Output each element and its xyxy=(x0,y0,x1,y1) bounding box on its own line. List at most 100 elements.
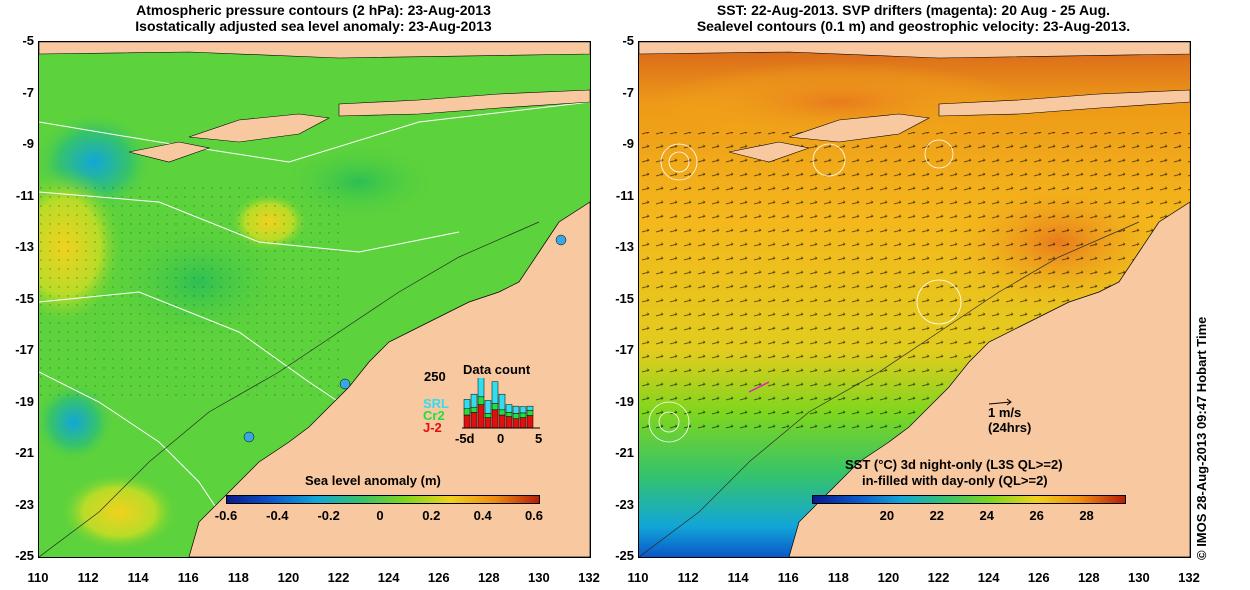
lon-tick-label: 112 xyxy=(677,570,699,585)
lon-tick-label: 126 xyxy=(427,570,450,585)
data-count-bar-j2 xyxy=(491,409,499,429)
data-count-bar-cr2 xyxy=(463,408,471,416)
lon-tick-label: 132 xyxy=(1178,570,1200,585)
data-count-bar-srl xyxy=(477,378,485,398)
scale-arrow-label: 1 m/s xyxy=(988,405,1022,420)
sst-island-chain xyxy=(938,89,1190,117)
data-count-bar-cr2 xyxy=(484,413,492,418)
sst-colorbar-label1: SST (°C) 3d night-only (L3S QL>=2) xyxy=(845,457,1063,472)
sla-colorbar-label: Sea level anomaly (m) xyxy=(305,473,441,488)
data-count-bar-srl xyxy=(463,399,471,410)
colorbar-tick-label: 0 xyxy=(376,508,384,523)
colorbar-tick-label: 20 xyxy=(879,508,895,523)
data-count-bar-j2 xyxy=(498,414,506,429)
lat-tick-label: -13 xyxy=(15,239,34,254)
data-count-bar-cr2 xyxy=(470,406,478,413)
lat-tick-label: -15 xyxy=(615,290,634,306)
data-count-bar-j2 xyxy=(526,415,534,429)
data-count-bar-cr2 xyxy=(505,412,513,417)
lat-tick-label: -11 xyxy=(15,187,34,203)
lon-tick-label: 120 xyxy=(877,570,900,585)
colorbar-tick-label: 0.6 xyxy=(524,508,544,523)
sla-colorbar xyxy=(226,495,540,504)
sla-map-panel xyxy=(38,41,591,558)
data-count-title: Data count xyxy=(463,362,531,377)
legend-cr2: Cr2 xyxy=(423,408,445,423)
data-count-bar-j2 xyxy=(512,418,520,429)
legend-j-2: J-2 xyxy=(423,420,442,435)
sst-island-north xyxy=(639,42,1190,59)
lon-tick-label: 110 xyxy=(27,570,49,585)
lon-tick-label: 118 xyxy=(827,570,849,585)
colorbar-tick-label: -0.2 xyxy=(317,508,340,523)
scale-arrow-sublabel: (24hrs) xyxy=(988,420,1032,435)
data-count-bar-srl xyxy=(505,404,513,413)
lon-tick-label: 126 xyxy=(1027,570,1050,585)
data-count-bar-srl xyxy=(512,405,520,414)
lon-tick-label: 114 xyxy=(127,570,149,585)
lon-tick-label: 112 xyxy=(77,570,99,585)
data-count-bar-srl xyxy=(526,405,534,411)
sst-map xyxy=(639,42,1190,557)
lon-tick-label: 110 xyxy=(627,570,649,585)
lon-tick-label: 130 xyxy=(528,570,550,585)
data-count-bar-srl xyxy=(484,400,492,414)
data-count-bar-cr2 xyxy=(477,396,485,405)
lat-tick-label: -5 xyxy=(622,33,634,48)
data-count-bar-j2 xyxy=(477,404,485,429)
lat-tick-label: -25 xyxy=(15,548,34,563)
lat-tick-label: -25 xyxy=(615,548,634,563)
lat-tick-label: -7 xyxy=(22,84,34,100)
right-title-line2: Sealevel contours (0.1 m) and geostrophi… xyxy=(696,18,1131,34)
lat-tick-label: -17 xyxy=(615,342,634,357)
data-count-bar-srl xyxy=(498,393,506,411)
lat-tick-label: -23 xyxy=(15,496,34,512)
colorbar-tick-label: 0.2 xyxy=(422,508,441,523)
data-count-bar-cr2 xyxy=(512,413,520,419)
lat-tick-label: -19 xyxy=(615,393,634,409)
right-title-line1: SST: 22-Aug-2013. SVP drifters (magenta)… xyxy=(716,2,1111,18)
sla-map xyxy=(39,42,590,557)
data-count-xtick: -5d xyxy=(455,431,475,446)
data-count-bar-j2 xyxy=(470,412,478,429)
data-count-chart xyxy=(462,378,540,429)
data-count-bar-j2 xyxy=(519,417,527,429)
lon-tick-label: 116 xyxy=(177,570,199,585)
lon-tick-label: 128 xyxy=(1077,570,1100,585)
data-count-bar-srl xyxy=(470,393,478,408)
lat-tick-label: -9 xyxy=(622,136,634,151)
lat-tick-label: -21 xyxy=(15,445,34,460)
colorbar-tick-label: -0.6 xyxy=(214,508,238,523)
data-count-bar-j2 xyxy=(463,414,471,429)
lon-tick-label: 132 xyxy=(578,570,600,585)
lon-tick-label: 118 xyxy=(227,570,249,585)
lon-tick-label: 128 xyxy=(477,570,500,585)
lat-tick-label: -13 xyxy=(615,239,634,254)
lon-tick-label: 114 xyxy=(727,570,749,585)
sla-island-sumba xyxy=(128,141,211,163)
data-count-bar-cr2 xyxy=(519,412,527,418)
data-count-ymax: 250 xyxy=(424,369,446,384)
colorbar-tick-label: 0.4 xyxy=(473,508,492,523)
lat-tick-label: -15 xyxy=(15,290,34,306)
colorbar-tick-label: -0.4 xyxy=(266,508,289,523)
colorbar-tick-label: 26 xyxy=(1029,508,1044,523)
left-title-line2: Isostatically adjusted sea level anomaly… xyxy=(135,18,492,34)
lon-tick-label: 122 xyxy=(927,570,950,585)
sst-colorbar xyxy=(812,495,1126,504)
data-count-xtick: 5 xyxy=(535,431,543,446)
colorbar-tick-label: 28 xyxy=(1079,508,1094,523)
lat-tick-label: -5 xyxy=(22,33,34,48)
lat-tick-label: -17 xyxy=(15,342,34,357)
lon-tick-label: 116 xyxy=(777,570,799,585)
colorbar-tick-label: 22 xyxy=(929,508,945,523)
sla-island-chain xyxy=(338,89,590,117)
lon-tick-label: 120 xyxy=(277,570,300,585)
data-count-bar-srl xyxy=(519,406,527,414)
sst-map-panel xyxy=(638,41,1191,558)
lat-tick-label: -23 xyxy=(615,496,634,512)
lon-tick-label: 122 xyxy=(327,570,350,585)
sst-island-sumba xyxy=(728,141,811,163)
data-count-bar-j2 xyxy=(484,417,492,429)
colorbar-tick-label: 24 xyxy=(979,508,994,523)
